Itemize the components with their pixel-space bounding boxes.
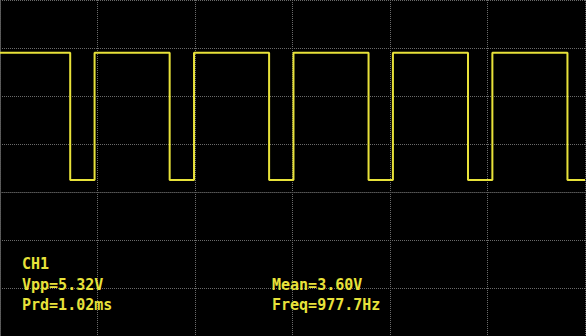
svg-text:Freq=977.7Hz: Freq=977.7Hz: [272, 296, 380, 314]
svg-text:Vpp=5.32V: Vpp=5.32V: [22, 276, 103, 294]
svg-text:CH1: CH1: [22, 255, 49, 273]
svg-text:Prd=1.02ms: Prd=1.02ms: [22, 296, 112, 314]
svg-text:Mean=3.60V: Mean=3.60V: [272, 276, 362, 294]
